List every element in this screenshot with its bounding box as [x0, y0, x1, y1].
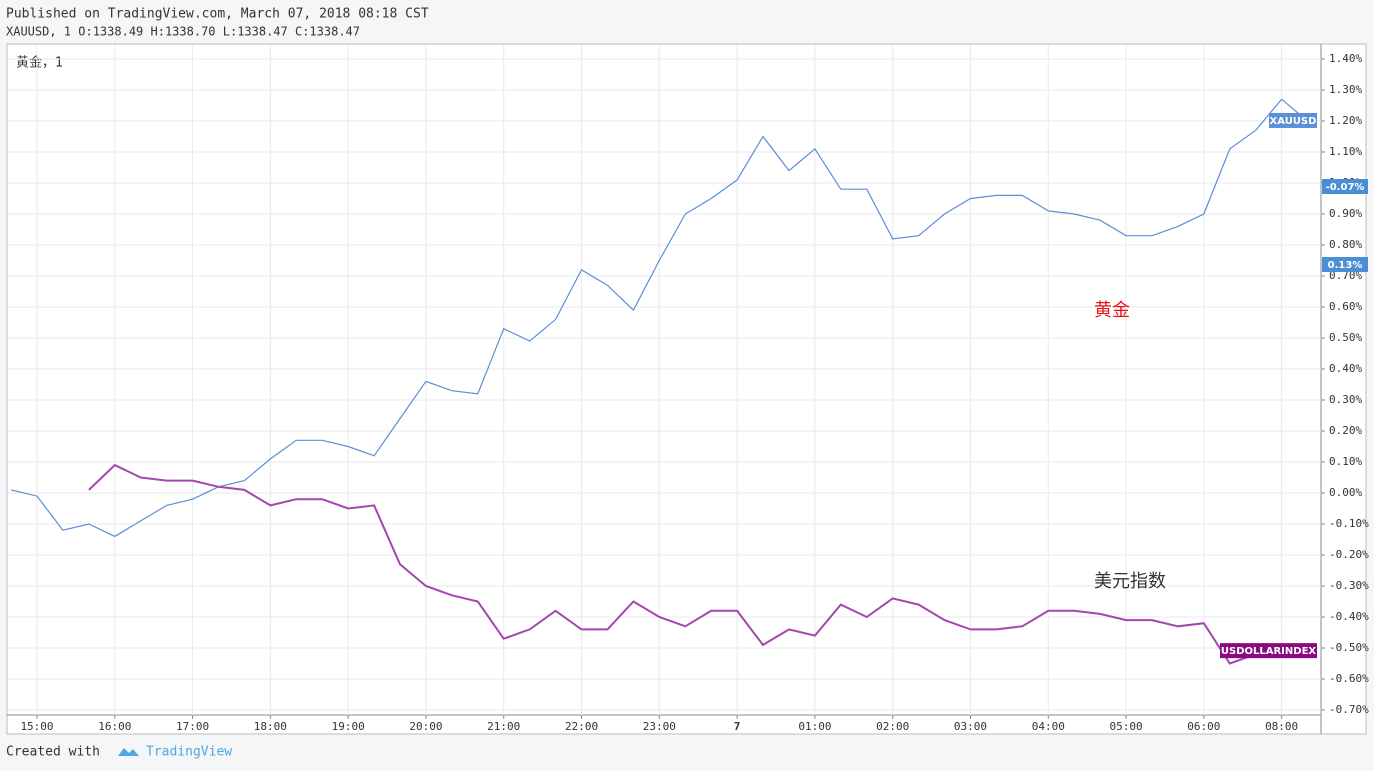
annotation: 美元指数	[1094, 571, 1166, 592]
y-tick-label: -0.20%	[1329, 548, 1369, 561]
x-tick-label: 22:00	[565, 720, 598, 733]
y-tick-label: -0.50%	[1329, 641, 1369, 654]
y-tick-label: -0.10%	[1329, 517, 1369, 530]
x-tick-label: 18:00	[254, 720, 287, 733]
x-tick-label: 19:00	[332, 720, 365, 733]
series-tag-bg	[1269, 112, 1317, 128]
y-tick-label: 1.30%	[1329, 83, 1362, 96]
y-tick-label: 1.20%	[1329, 114, 1362, 127]
y-tick-label: 0.90%	[1329, 207, 1362, 220]
footer-brand[interactable]: TradingView	[146, 745, 232, 760]
y-tick-label: 0.00%	[1329, 486, 1362, 499]
axis-note-bg	[1322, 257, 1368, 272]
y-tick-label: 0.50%	[1329, 331, 1362, 344]
x-tick-label: 17:00	[176, 720, 209, 733]
axis-note: 0.13%	[1328, 260, 1363, 271]
x-tick-label: 06:00	[1187, 720, 1220, 733]
legend-label: 黄金，1	[16, 55, 63, 71]
y-tick-label: 1.10%	[1329, 145, 1362, 158]
y-tick-label: -0.60%	[1329, 672, 1369, 685]
axis-note: -0.07%	[1326, 182, 1365, 193]
x-tick-label: 7	[734, 720, 741, 733]
x-tick-label: 08:00	[1265, 720, 1298, 733]
chart-frame	[6, 43, 1367, 735]
x-tick-label: 03:00	[954, 720, 987, 733]
x-tick-label: 23:00	[643, 720, 676, 733]
y-tick-label: 0.30%	[1329, 393, 1362, 406]
y-tick-label: 0.20%	[1329, 424, 1362, 437]
x-tick-label: 04:00	[1032, 720, 1065, 733]
y-tick-label: -0.30%	[1329, 579, 1369, 592]
y-tick-label: 0.60%	[1329, 300, 1362, 313]
x-tick-label: 02:00	[876, 720, 909, 733]
x-tick-label: 16:00	[98, 720, 131, 733]
footer-created: Created with	[6, 745, 100, 760]
y-tick-label: 0.40%	[1329, 362, 1362, 375]
x-tick-label: 05:00	[1109, 720, 1142, 733]
y-tick-label: 0.80%	[1329, 238, 1362, 251]
y-tick-label: 0.70%	[1329, 269, 1362, 282]
annotation: 黄金	[1094, 300, 1130, 321]
brand-logo	[118, 748, 139, 756]
x-tick-label: 15:00	[20, 720, 53, 733]
y-tick-label: -0.70%	[1329, 703, 1369, 716]
series-tag: USDOLLARINDEX	[1221, 646, 1317, 657]
ohlc: XAUUSD, 1 O:1338.49 H:1338.70 L:1338.47 …	[6, 25, 360, 39]
x-tick-label: 01:00	[798, 720, 831, 733]
y-tick-label: 0.10%	[1329, 455, 1362, 468]
y-tick-label: 1.40%	[1329, 52, 1362, 65]
published: Published on TradingView.com, March 07, …	[6, 7, 429, 22]
series-line	[10, 98, 1308, 538]
y-tick-label: -0.40%	[1329, 610, 1369, 623]
series-tag-bg	[1220, 643, 1317, 659]
x-tick-label: 21:00	[487, 720, 520, 733]
x-tick-label: 20:00	[409, 720, 442, 733]
series-tag: XAUUSD	[1270, 116, 1317, 127]
series-line	[88, 463, 1282, 665]
axis-note-bg	[1322, 179, 1368, 194]
